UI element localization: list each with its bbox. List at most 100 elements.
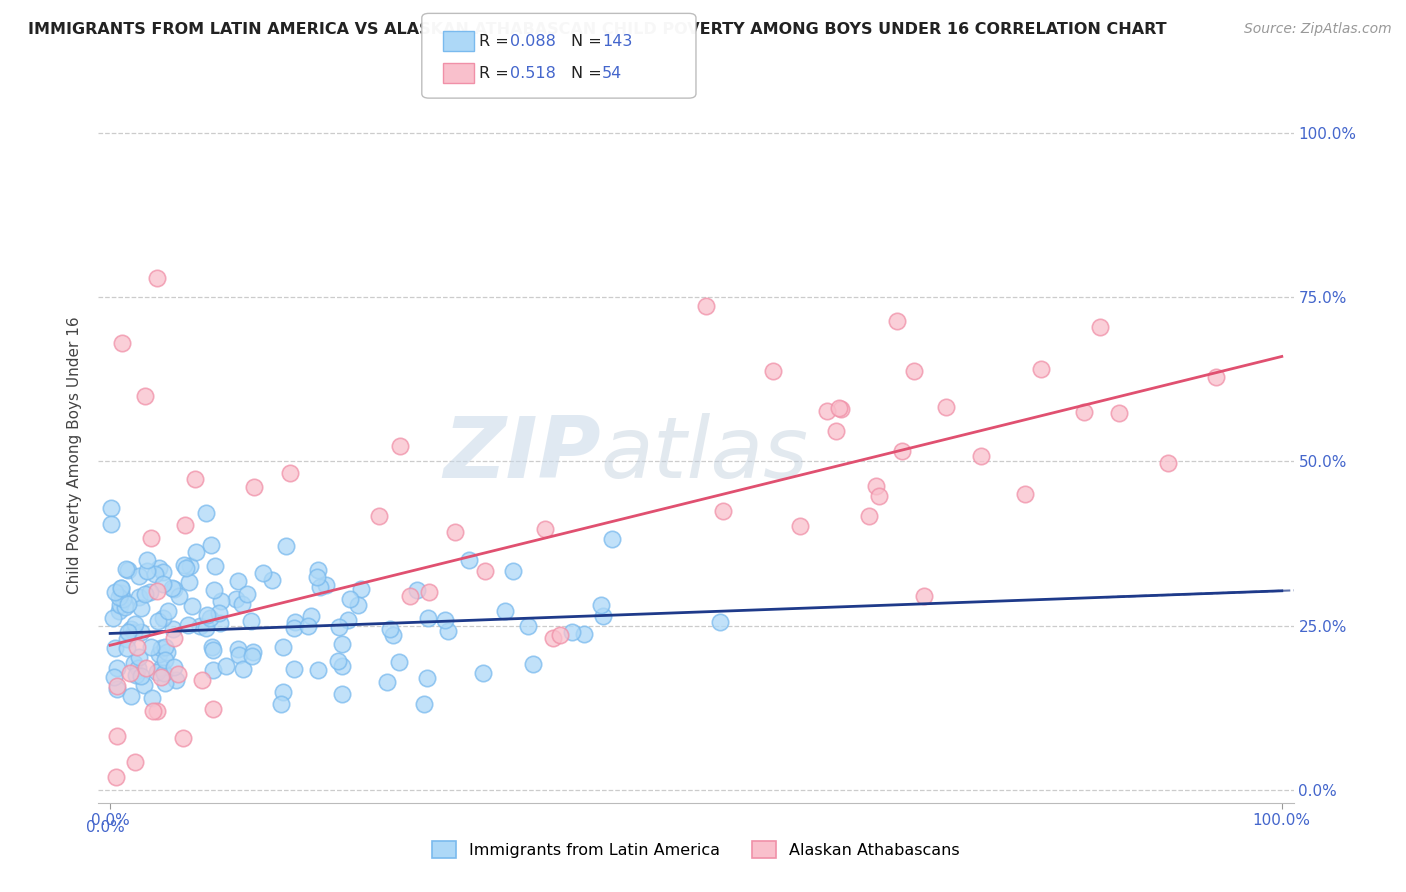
- Point: [153, 653, 176, 667]
- Point: [148, 560, 170, 574]
- Point: [165, 673, 187, 688]
- Point: [762, 364, 785, 378]
- Point: [262, 573, 284, 587]
- Text: N =: N =: [571, 66, 612, 80]
- Point: [1205, 370, 1227, 384]
- Point: [935, 400, 957, 414]
- Point: [180, 599, 202, 614]
- Point: [270, 697, 292, 711]
- Point: [433, 613, 456, 627]
- Point: [160, 581, 183, 595]
- Point: [375, 674, 398, 689]
- Point: [169, 589, 191, 603]
- Point: [307, 563, 329, 577]
- Point: [163, 631, 186, 645]
- Point: [127, 661, 149, 675]
- Point: [533, 522, 555, 536]
- Point: [132, 678, 155, 692]
- Point: [104, 641, 127, 656]
- Point: [127, 640, 149, 654]
- Point: [903, 364, 925, 378]
- Point: [274, 539, 297, 553]
- Text: 0.518: 0.518: [510, 66, 557, 80]
- Point: [307, 570, 329, 584]
- Point: [381, 628, 404, 642]
- Text: Source: ZipAtlas.com: Source: ZipAtlas.com: [1244, 22, 1392, 37]
- Point: [141, 691, 163, 706]
- Point: [330, 687, 353, 701]
- Point: [328, 620, 350, 634]
- Point: [406, 582, 429, 597]
- Point: [236, 587, 259, 601]
- Point: [283, 621, 305, 635]
- Text: 54: 54: [602, 66, 621, 80]
- Point: [122, 656, 145, 670]
- Point: [297, 619, 319, 633]
- Point: [387, 655, 409, 669]
- Point: [111, 336, 134, 351]
- Point: [124, 617, 146, 632]
- Point: [271, 640, 294, 654]
- Point: [100, 500, 122, 515]
- Point: [825, 424, 848, 438]
- Point: [145, 665, 167, 679]
- Point: [418, 585, 440, 599]
- Point: [502, 564, 524, 578]
- Point: [443, 524, 465, 539]
- Point: [117, 597, 139, 611]
- Point: [252, 566, 274, 581]
- Point: [858, 508, 880, 523]
- Point: [104, 584, 127, 599]
- Point: [152, 576, 174, 591]
- Point: [191, 673, 214, 687]
- Point: [174, 561, 197, 575]
- Point: [242, 645, 264, 659]
- Point: [418, 611, 440, 625]
- Point: [105, 729, 128, 743]
- Point: [110, 581, 132, 595]
- Point: [202, 702, 225, 716]
- Point: [135, 564, 157, 578]
- Point: [970, 449, 993, 463]
- Point: [139, 640, 162, 654]
- Point: [150, 661, 173, 675]
- Point: [100, 516, 122, 531]
- Point: [494, 604, 516, 618]
- Point: [436, 624, 458, 638]
- Point: [711, 504, 734, 518]
- Point: [195, 608, 218, 623]
- Point: [155, 640, 177, 655]
- Text: 143: 143: [602, 34, 633, 48]
- Point: [117, 563, 139, 577]
- Point: [326, 654, 349, 668]
- Point: [228, 641, 250, 656]
- Point: [105, 679, 128, 693]
- Point: [868, 489, 890, 503]
- Point: [155, 676, 177, 690]
- Point: [124, 755, 146, 769]
- Point: [135, 553, 157, 567]
- Point: [135, 661, 157, 675]
- Text: ZIP: ZIP: [443, 413, 600, 497]
- Point: [242, 648, 264, 663]
- Point: [592, 608, 614, 623]
- Point: [143, 566, 166, 581]
- Point: [149, 670, 172, 684]
- Point: [389, 438, 412, 452]
- Point: [128, 569, 150, 583]
- Point: [117, 625, 139, 640]
- Point: [141, 704, 163, 718]
- Point: [184, 472, 207, 486]
- Point: [228, 648, 250, 662]
- Y-axis label: Child Poverty Among Boys Under 16: Child Poverty Among Boys Under 16: [67, 316, 83, 594]
- Point: [226, 574, 249, 588]
- Point: [225, 592, 247, 607]
- Point: [131, 624, 153, 639]
- Point: [163, 659, 186, 673]
- Point: [271, 685, 294, 699]
- Point: [299, 608, 322, 623]
- Point: [139, 585, 162, 599]
- Text: R =: R =: [479, 34, 515, 48]
- Point: [105, 661, 128, 675]
- Point: [278, 466, 301, 480]
